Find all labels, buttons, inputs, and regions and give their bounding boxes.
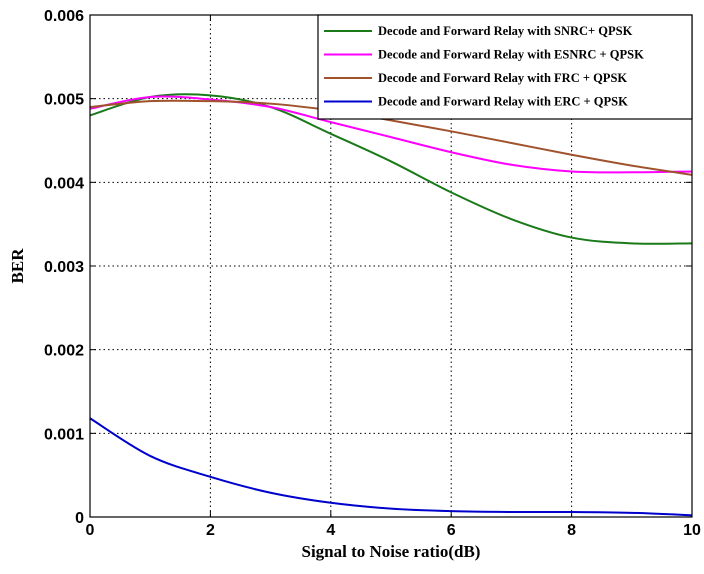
y-tick-label: 0.003 bbox=[44, 259, 84, 276]
legend: Decode and Forward Relay with SNRC+ QPSK… bbox=[317, 14, 693, 120]
legend-label-2: Decode and Forward Relay with FRC + QPSK bbox=[378, 71, 627, 85]
x-tick-label: 8 bbox=[567, 522, 576, 539]
legend-box bbox=[317, 14, 693, 120]
legend-label-3: Decode and Forward Relay with ERC + QPSK bbox=[378, 95, 628, 109]
y-tick-label: 0.005 bbox=[44, 92, 84, 109]
y-tick-label: 0.004 bbox=[44, 175, 84, 192]
legend-label-1: Decode and Forward Relay with ESNRC + QP… bbox=[378, 48, 644, 62]
y-tick-label: 0.001 bbox=[44, 426, 84, 443]
x-tick-label: 4 bbox=[326, 522, 335, 539]
y-axis-ticks: 0 0.001 0.002 0.003 0.004 0.005 0.006 bbox=[44, 8, 692, 527]
series-line-2 bbox=[89, 99, 693, 176]
x-axis-label: Signal to Noise ratio(dB) bbox=[302, 542, 481, 561]
x-tick-label: 10 bbox=[683, 522, 701, 539]
series-lines bbox=[89, 93, 693, 517]
y-tick-label: 0.002 bbox=[44, 343, 84, 360]
y-axis-label: BER bbox=[8, 248, 27, 284]
x-tick-label: 2 bbox=[206, 522, 215, 539]
x-tick-label: 6 bbox=[447, 522, 456, 539]
x-tick-label: 0 bbox=[86, 522, 95, 539]
y-tick-label: 0 bbox=[75, 510, 84, 527]
series-line-0 bbox=[89, 93, 693, 245]
series-line-1 bbox=[89, 95, 693, 174]
legend-label-0: Decode and Forward Relay with SNRC+ QPSK bbox=[378, 24, 633, 38]
series-line-3 bbox=[89, 417, 693, 517]
y-tick-label: 0.006 bbox=[44, 8, 84, 25]
